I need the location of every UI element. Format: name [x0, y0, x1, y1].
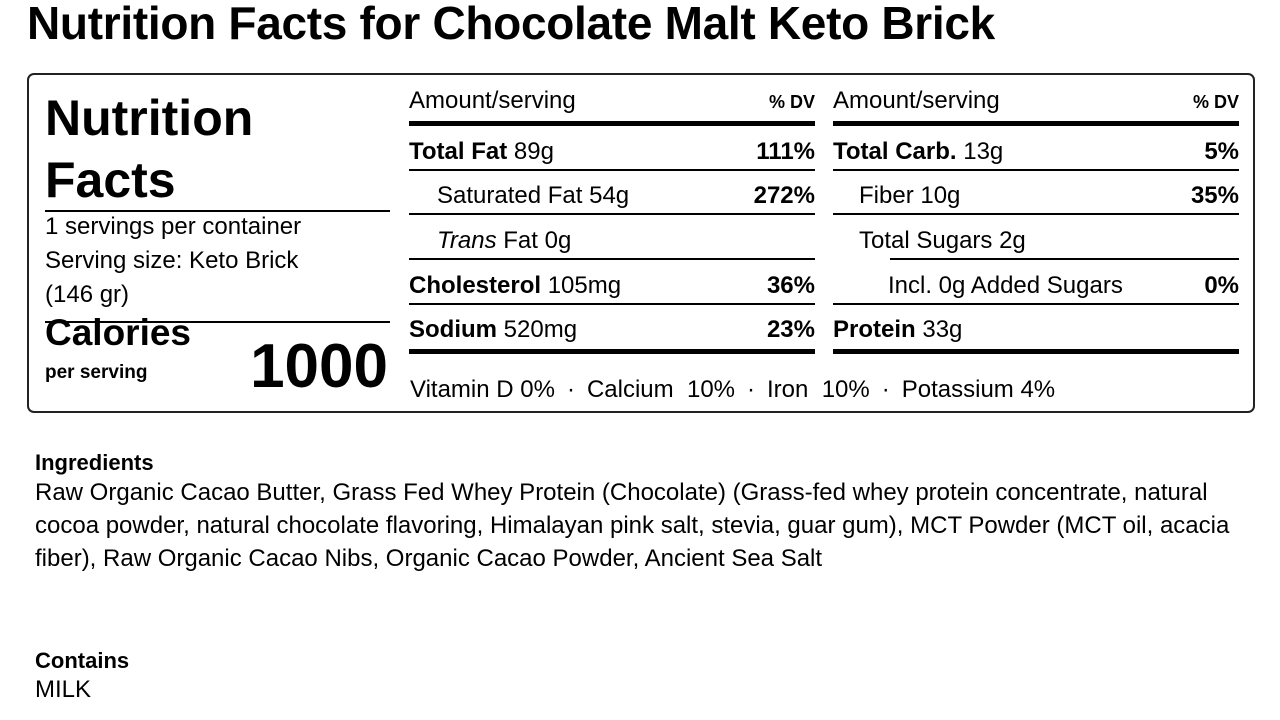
nutrient-row: Trans Fat 0g [409, 229, 815, 253]
nutrient-name: Total Sugars [859, 227, 993, 254]
table-header: Amount/serving % DV [833, 89, 1239, 113]
ingredients-heading: Ingredients [35, 450, 154, 475]
ingredients-text: Raw Organic Cacao Butter, Grass Fed Whey… [35, 479, 1230, 572]
per-serving-label: per serving [45, 362, 148, 383]
nutrient-amount: 54g [589, 182, 630, 209]
thin-divider [409, 258, 815, 260]
nutrient-row: Fiber 10g 35% [833, 184, 1239, 208]
calories-value: 1000 [250, 332, 388, 401]
thin-divider [409, 303, 815, 305]
contains-text: MILK [35, 676, 92, 703]
nutrient-row: Incl. 0g Added Sugars 0% [833, 274, 1239, 298]
thick-divider [409, 349, 815, 354]
nutrient-name-amount: Total Sugars 2g [833, 229, 1026, 253]
nutrient-name-amount: Saturated Fat 54g [409, 184, 629, 208]
separator-dot: · [566, 376, 575, 403]
nutrient-name-amount: Fiber 10g [833, 184, 960, 208]
vitamin-item: Vitamin D 0% [410, 376, 555, 403]
vitamin-item: Calcium 10% [586, 376, 736, 403]
thick-divider [409, 121, 815, 126]
separator-dot: · [747, 376, 756, 403]
nutrient-amount: 0g [544, 227, 572, 254]
serving-size-weight: (146 gr) [45, 281, 130, 308]
nutrient-dv: 0% [1204, 272, 1239, 299]
nutrient-name: Sodium [409, 316, 497, 343]
dv-header: % DV [768, 92, 815, 112]
thin-divider [833, 303, 1239, 305]
nutrient-row: Sodium 520mg 23% [409, 318, 815, 342]
servings-per-container: 1 servings per container [45, 213, 302, 240]
nutrient-amount: 13g [963, 138, 1004, 165]
nutrient-name: Saturated Fat [437, 182, 583, 209]
thin-divider [409, 169, 815, 171]
nutrient-name: Total Fat [409, 138, 508, 165]
nutrient-name-amount: Trans Fat 0g [409, 229, 571, 253]
nutrient-amount: 89g [513, 138, 554, 165]
amount-serving-header: Amount/serving [409, 87, 576, 114]
nutrient-name-amount: Incl. 0g Added Sugars [833, 274, 1123, 298]
nutrient-amount: 105mg [547, 272, 622, 299]
nutrient-name-italic: Trans [437, 227, 497, 254]
vitamin-item: Potassium 4% [901, 376, 1056, 403]
nutrient-row: Total Sugars 2g [833, 229, 1239, 253]
nutrient-dv: 5% [1204, 138, 1239, 165]
nutrient-amount: 520mg [503, 316, 578, 343]
nutrient-row: Protein 33g [833, 318, 1239, 342]
thin-divider [890, 258, 1239, 260]
amount-serving-header: Amount/serving [833, 87, 1000, 114]
label-heading-line2: Facts [45, 152, 176, 208]
nutrient-table-left: Amount/serving % DV Total Fat 89g 111% Satur… [409, 85, 815, 365]
nutrient-table-right: Amount/serving % DV Total Carb. 13g 5% Fiber… [833, 85, 1239, 365]
nutrient-dv: 23% [766, 316, 815, 343]
separator-dot: · [881, 376, 890, 403]
nutrient-name-amount: Sodium 520mg [409, 318, 577, 342]
nutrient-dv: 36% [766, 272, 815, 299]
nutrient-name: Fiber [859, 182, 914, 209]
vitamin-item: Iron 10% [767, 376, 870, 403]
thin-divider [409, 213, 815, 215]
nutrient-name: Fat [503, 227, 538, 254]
nutrient-dv: 35% [1190, 182, 1239, 209]
nutrient-row: Saturated Fat 54g 272% [409, 184, 815, 208]
nutrient-amount: 10g [920, 182, 961, 209]
nutrient-name: Protein [833, 316, 916, 343]
nutrient-dv: 272% [753, 182, 815, 209]
thin-divider [833, 213, 1239, 215]
thick-divider [833, 349, 1239, 354]
page-title: Nutrition Facts for Chocolate Malt Keto … [27, 0, 995, 49]
nutrient-dv: 111% [756, 138, 815, 165]
serving-size: Serving size: Keto Brick [45, 247, 299, 274]
thin-divider [833, 169, 1239, 171]
divider [45, 210, 390, 212]
nutrient-amount: 33g [922, 316, 963, 343]
nutrient-name: Total Carb. [833, 138, 957, 165]
label-heading-line1: Nutrition [45, 90, 254, 146]
nutrient-name-amount: Total Fat 89g [409, 140, 554, 164]
nutrient-name-amount: Cholesterol 105mg [409, 274, 621, 298]
contains-heading: Contains [35, 648, 130, 673]
nutrient-row: Total Carb. 13g 5% [833, 140, 1239, 164]
vitamins-minerals: Vitamin D 0% · Calcium 10% · Iron 10% · Potass… [410, 376, 1055, 404]
dv-header: % DV [1192, 92, 1239, 112]
nutrient-name: Cholesterol [409, 272, 542, 299]
nutrient-row: Cholesterol 105mg 36% [409, 274, 815, 298]
nutrient-amount: 2g [999, 227, 1026, 254]
nutrient-row: Total Fat 89g 111% [409, 140, 815, 164]
nutrient-name-amount: Protein 33g [833, 318, 962, 342]
divider [45, 321, 390, 323]
nutrient-name: Incl. 0g Added Sugars [888, 272, 1123, 299]
thick-divider [833, 121, 1239, 126]
table-header: Amount/serving % DV [409, 89, 815, 113]
calories-label: Calories [45, 312, 192, 353]
nutrient-name-amount: Total Carb. 13g [833, 140, 1003, 164]
nutrition-label [27, 73, 1255, 413]
